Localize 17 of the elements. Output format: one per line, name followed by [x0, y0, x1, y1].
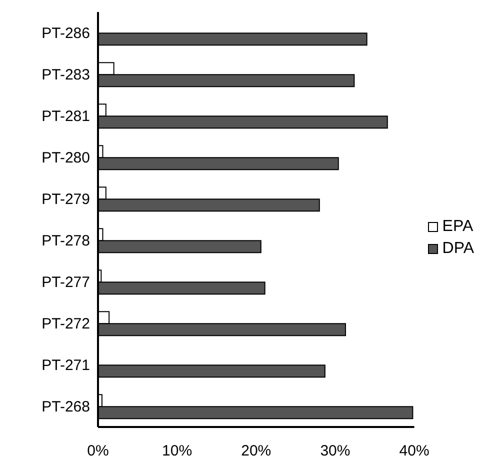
x-tick-label: 10%	[162, 442, 192, 460]
y-tick-label: PT-280	[42, 150, 90, 167]
x-tick-label: 0%	[87, 442, 109, 460]
y-tick-label: PT-271	[42, 357, 90, 374]
legend-label: EPA	[442, 218, 474, 236]
y-tick-label: PT-277	[42, 274, 90, 292]
y-tick-label: PT-279	[42, 191, 90, 208]
y-tick-label: PT-268	[42, 398, 90, 416]
y-tick-label: PT-281	[42, 108, 90, 126]
x-tick-label: 40%	[399, 442, 430, 460]
y-tick-label: PT-283	[42, 66, 90, 84]
x-tick-label: 30%	[320, 442, 350, 460]
y-tick-label: PT-272	[42, 316, 90, 333]
y-tick-label: PT-286	[42, 25, 90, 42]
x-tick-label: 20%	[241, 442, 272, 460]
y-tick-label: PT-278	[42, 232, 90, 250]
legend-label: DPA	[442, 240, 474, 258]
